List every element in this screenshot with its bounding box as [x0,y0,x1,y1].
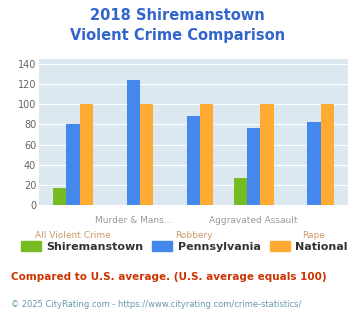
Text: Aggravated Assault: Aggravated Assault [209,216,298,225]
Legend: Shiremanstown, Pennsylvania, National: Shiremanstown, Pennsylvania, National [16,237,352,256]
Bar [127,81,140,205]
Bar [321,105,334,205]
Bar [307,122,321,205]
Bar [200,105,213,205]
Bar [234,178,247,205]
Text: Murder & Mans...: Murder & Mans... [94,216,172,225]
Text: Violent Crime Comparison: Violent Crime Comparison [70,28,285,43]
Bar [247,128,260,205]
Text: 2018 Shiremanstown: 2018 Shiremanstown [90,8,265,23]
Bar [53,187,66,205]
Text: Compared to U.S. average. (U.S. average equals 100): Compared to U.S. average. (U.S. average … [11,272,326,282]
Bar [140,105,153,205]
Text: © 2025 CityRating.com - https://www.cityrating.com/crime-statistics/: © 2025 CityRating.com - https://www.city… [11,300,301,309]
Bar [66,124,80,205]
Text: Rape: Rape [302,231,326,240]
Bar [260,105,274,205]
Bar [80,105,93,205]
Text: All Violent Crime: All Violent Crime [35,231,111,240]
Text: Robbery: Robbery [175,231,212,240]
Bar [187,116,200,205]
